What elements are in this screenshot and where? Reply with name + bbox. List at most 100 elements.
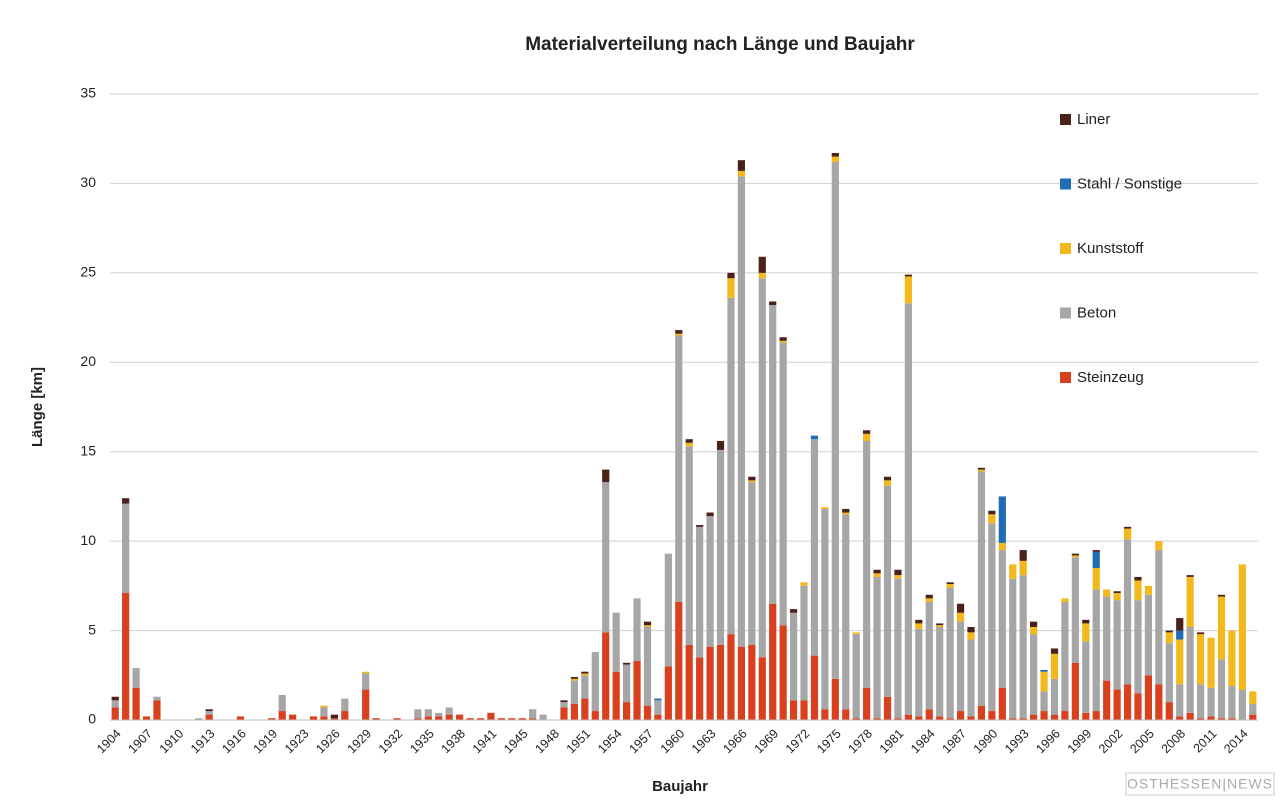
legend-swatch — [1060, 307, 1071, 319]
bar-segment — [883, 480, 892, 486]
bar-segment — [904, 276, 912, 304]
bar-segment — [654, 700, 662, 715]
bar-segment — [435, 716, 443, 720]
bar-segment — [936, 625, 944, 627]
bar-segment — [654, 698, 662, 701]
bar-segment — [737, 176, 745, 647]
bar-segment — [821, 507, 829, 509]
bar-segment — [320, 716, 328, 720]
bar-segment — [1113, 689, 1121, 720]
bar-segment — [988, 510, 996, 515]
bar-segment — [863, 433, 871, 441]
bar-segment — [696, 526, 704, 658]
bar-segment — [570, 680, 579, 704]
bar-segment — [842, 514, 850, 710]
bar-segment — [111, 700, 119, 708]
bar-segment — [205, 709, 213, 712]
bar-segment — [1092, 711, 1100, 720]
bar-segment — [800, 585, 808, 701]
bar-segment — [737, 160, 745, 171]
bar-segment — [1009, 718, 1017, 720]
bar-segment — [1144, 585, 1153, 595]
bar-segment — [1061, 601, 1069, 712]
bar-segment — [362, 671, 370, 674]
bar-segment — [1009, 564, 1017, 579]
bar-segment — [414, 709, 422, 719]
bar-segment — [1186, 576, 1194, 627]
bar-segment — [915, 716, 923, 720]
bar-segment — [1040, 671, 1048, 692]
bar-segment — [1238, 689, 1246, 720]
bar-segment — [716, 644, 725, 720]
bar-segment — [727, 278, 735, 298]
bar-segment — [988, 523, 996, 712]
legend-label: Steinzeug — [1077, 369, 1144, 386]
bar-segment — [1123, 539, 1132, 685]
bar-segment — [1103, 596, 1111, 681]
bar-segment — [1019, 718, 1027, 720]
bar-segment — [1050, 678, 1059, 715]
bar-segment — [883, 696, 892, 720]
bar-segment — [132, 687, 140, 720]
bar-segment — [1144, 675, 1153, 720]
bar-segment — [529, 709, 537, 719]
bar-segment — [1113, 591, 1121, 594]
bar-segment — [946, 582, 954, 585]
bar-segment — [195, 718, 203, 720]
bar-segment — [894, 718, 902, 720]
bar-segment — [1197, 632, 1205, 635]
y-axis-title: Länge [km] — [29, 367, 46, 447]
legend-swatch — [1060, 243, 1071, 254]
bar-segment — [1217, 594, 1226, 597]
bar-segment — [946, 584, 954, 588]
bar-segment — [998, 496, 1006, 543]
bar-segment — [1040, 711, 1048, 720]
legend-label: Liner — [1077, 111, 1110, 128]
bar-segment — [925, 598, 933, 602]
bar-segment — [330, 718, 338, 720]
bar-segment — [1155, 684, 1163, 720]
bar-segment — [800, 700, 808, 720]
bar-segment — [1123, 526, 1132, 529]
bar-segment — [1186, 712, 1194, 720]
bar-segment — [873, 718, 881, 720]
bar-segment — [769, 603, 777, 720]
bar-segment — [1082, 623, 1090, 642]
bar-segment — [716, 449, 725, 645]
bar-segment — [1113, 593, 1121, 601]
bar-segment — [842, 508, 850, 513]
bar-segment — [1123, 528, 1132, 540]
bar-segment — [205, 714, 213, 720]
bar-segment — [831, 156, 839, 162]
bar-segment — [476, 718, 485, 720]
bar-segment — [831, 153, 839, 157]
bar-segment — [706, 512, 714, 517]
bar-segment — [967, 716, 975, 720]
bar-segment — [393, 718, 401, 720]
legend-swatch — [1060, 178, 1071, 190]
bar-segment — [1249, 714, 1257, 720]
bar-segment — [1197, 634, 1205, 685]
bar-segment — [727, 272, 735, 279]
bar-segment — [977, 705, 986, 720]
bar-segment — [1134, 580, 1142, 601]
bar-segment — [675, 601, 683, 720]
bar-segment — [915, 628, 923, 717]
bar-segment — [111, 696, 119, 701]
bar-segment — [696, 657, 704, 720]
bar-segment — [758, 278, 766, 658]
bar-segment — [1040, 691, 1048, 712]
bar-segment — [1009, 578, 1017, 719]
bar-segment — [883, 476, 892, 481]
bar-segment — [863, 440, 871, 688]
bar-segment — [810, 435, 819, 440]
bar-segment — [946, 587, 954, 719]
bar-segment — [330, 714, 338, 719]
bar-segment — [748, 482, 756, 645]
bar-segment — [1030, 714, 1038, 720]
y-tick-label: 30 — [80, 174, 96, 190]
watermark: OSTHESSEN|NEWS — [1127, 776, 1273, 792]
bar-segment — [769, 305, 777, 604]
bar-segment — [132, 668, 140, 688]
bar-segment — [863, 687, 871, 720]
